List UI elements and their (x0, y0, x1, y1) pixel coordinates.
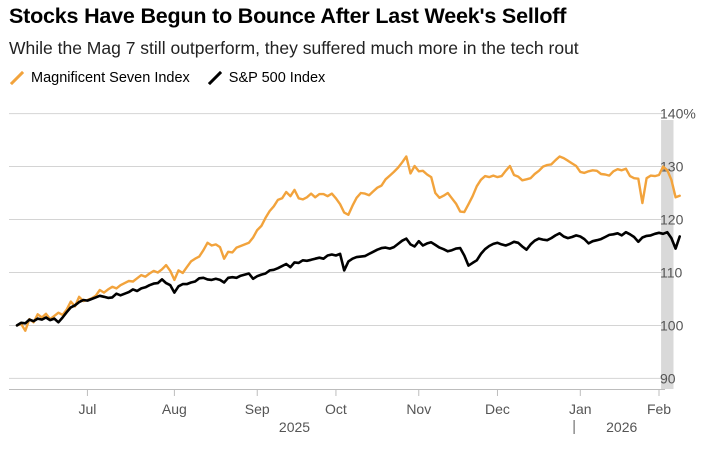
ytick-label-140: 140% (660, 106, 696, 122)
xtick-label-aug: Aug (162, 401, 187, 417)
legend-item-mag7: Magnificent Seven Index (10, 70, 190, 86)
chart-title: Stocks Have Begun to Bounce After Last W… (9, 4, 567, 28)
year-label-2026: 2026 (606, 419, 637, 435)
ytick-label-120: 120 (660, 212, 684, 228)
xtick-label-nov: Nov (406, 401, 431, 417)
legend-swatch-mag7 (10, 71, 24, 85)
x-axis-ticks: Jul Aug Sep Oct Nov Dec Jan Feb 2025 2026 (78, 390, 671, 435)
xtick-label-oct: Oct (325, 401, 347, 417)
legend-swatch-sp500 (207, 71, 222, 85)
xtick-label-jul: Jul (78, 401, 96, 417)
ytick-label-110: 110 (660, 264, 683, 280)
series-lines (15, 155, 682, 332)
ytick-label-100: 100 (660, 317, 684, 333)
year-label-2025: 2025 (279, 419, 310, 435)
chart-subtitle: While the Mag 7 still outperform, they s… (9, 38, 579, 58)
legend-label-mag7: Magnificent Seven Index (31, 70, 190, 86)
series-line-mag7 (15, 155, 681, 332)
xtick-label-jan: Jan (569, 401, 592, 417)
xtick-label-dec: Dec (485, 401, 510, 417)
series-line-sp500 (15, 230, 682, 327)
legend-item-sp500: S&P 500 Index (207, 70, 326, 86)
highlight-layer (661, 120, 674, 389)
xtick-label-feb: Feb (647, 401, 671, 417)
highlight-band (661, 120, 674, 389)
legend: Magnificent Seven Index S&P 500 Index (10, 70, 343, 86)
gridlines (9, 113, 665, 390)
legend-label-sp500: S&P 500 Index (228, 70, 326, 86)
ytick-label-90: 90 (660, 370, 676, 386)
xtick-label-sep: Sep (245, 401, 270, 417)
